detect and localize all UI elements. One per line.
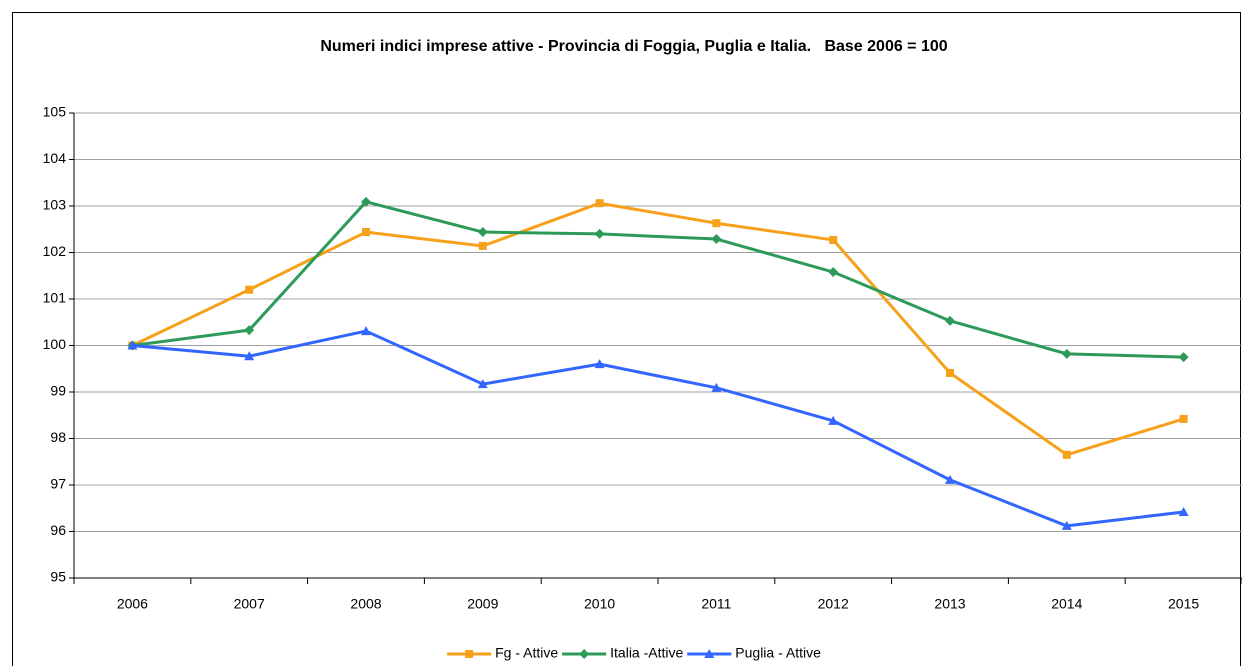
legend-label: Fg - Attive (495, 645, 558, 661)
x-tick-label: 2015 (1168, 596, 1199, 612)
marker (1062, 450, 1071, 459)
marker (594, 359, 605, 369)
x-tick-label: 2013 (934, 596, 965, 612)
marker (1178, 352, 1189, 363)
legend-item: Puglia - Attive (687, 645, 821, 661)
x-tick-label: 2009 (467, 596, 498, 612)
marker (244, 351, 255, 361)
marker (1178, 506, 1189, 516)
y-tick-label: 97 (50, 476, 66, 492)
marker (946, 368, 954, 377)
marker (244, 325, 255, 336)
marker (477, 227, 488, 238)
x-tick-label: 2010 (584, 596, 615, 612)
marker (828, 267, 839, 278)
marker (1179, 414, 1188, 423)
x-tick-label: 2008 (350, 596, 381, 612)
marker (711, 382, 722, 392)
marker (127, 340, 138, 350)
x-tick-label: 2011 (701, 596, 731, 612)
marker (478, 241, 487, 250)
y-tick-label: 96 (50, 522, 66, 538)
marker (945, 315, 955, 326)
y-tick-label: 98 (50, 429, 66, 445)
chart-title: Numeri indici imprese attive - Provincia… (320, 38, 947, 55)
marker (245, 285, 254, 294)
y-tick-label: 104 (43, 150, 67, 166)
y-tick-label: 99 (50, 383, 66, 399)
marker (361, 326, 371, 336)
legend-label: Puglia - Attive (735, 645, 821, 661)
marker (945, 474, 955, 484)
marker (362, 228, 370, 237)
legend-label: Italia -Attive (610, 645, 683, 661)
x-tick-label: 2006 (117, 596, 148, 612)
marker (477, 379, 488, 389)
marker (712, 219, 721, 228)
marker (704, 649, 715, 658)
marker (829, 235, 838, 244)
y-tick-label: 95 (50, 569, 66, 585)
series-line (132, 329, 1184, 528)
series-line (132, 200, 1184, 359)
x-tick-label: 2014 (1051, 596, 1082, 612)
marker (711, 234, 722, 245)
chart-border (12, 12, 1241, 666)
marker (828, 415, 839, 425)
y-tick-label: 100 (43, 336, 67, 352)
marker (594, 228, 605, 239)
legend-item: Fg - Attive (447, 645, 558, 661)
y-tick-label: 101 (43, 290, 67, 306)
x-tick-label: 2012 (818, 596, 849, 612)
marker (361, 196, 371, 207)
y-tick-label: 102 (43, 243, 67, 259)
legend-item: Italia -Attive (562, 645, 683, 661)
marker (579, 649, 590, 659)
marker (1061, 520, 1072, 530)
marker (595, 199, 604, 208)
x-tick-label: 2007 (234, 596, 265, 612)
marker (465, 650, 474, 658)
series-line (131, 201, 1185, 457)
y-tick-label: 103 (43, 197, 67, 213)
y-tick-label: 105 (43, 104, 67, 120)
marker (1061, 348, 1072, 359)
